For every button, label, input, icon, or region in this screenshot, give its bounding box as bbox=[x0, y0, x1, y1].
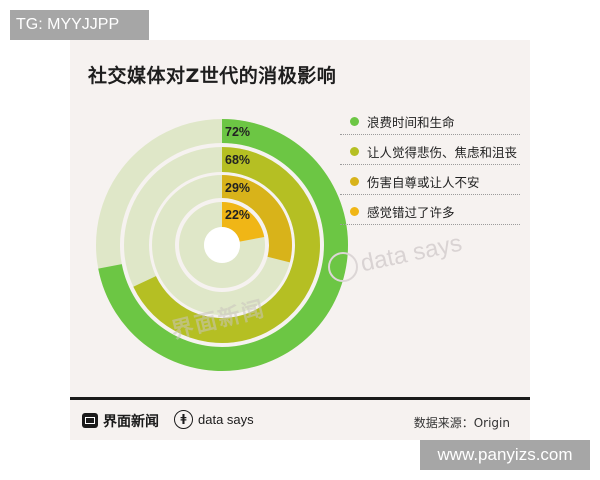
jiemian-logo-icon bbox=[82, 413, 98, 428]
legend-label: 让人觉得悲伤、焦虑和沮丧 bbox=[367, 144, 518, 160]
percent-label: 22% bbox=[225, 208, 250, 222]
footer-brand-en: data says bbox=[198, 412, 254, 427]
ring-bar bbox=[222, 202, 265, 242]
data-source: 数据来源：Origin bbox=[413, 416, 510, 430]
ring-bar bbox=[222, 175, 292, 263]
watermark-tag-bottom: www.panyizs.com bbox=[420, 440, 590, 470]
legend-dot-icon bbox=[350, 146, 359, 156]
legend: 浪费时间和生命 让人觉得悲伤、焦虑和沮丧 伤害自尊或让人不安 感觉错过了许多 bbox=[340, 108, 520, 228]
data-says-logo-icon: ǂ bbox=[174, 410, 193, 429]
legend-dot-icon bbox=[350, 116, 359, 126]
footer-brand-cn: 界面新闻 bbox=[103, 414, 159, 430]
legend-item: 感觉错过了许多 bbox=[340, 198, 520, 225]
legend-item: 浪费时间和生命 bbox=[340, 108, 520, 135]
legend-dot-icon bbox=[350, 206, 359, 216]
footer-divider bbox=[70, 397, 530, 400]
percent-label: 68% bbox=[225, 153, 250, 167]
radial-bar-chart: 72% 68% 29% 22% bbox=[95, 119, 348, 371]
data-says-watermark-icon bbox=[328, 252, 358, 282]
infographic-card: 社交媒体对Z世代的消极影响 72% 68% 29% 22% data says 界面新… bbox=[70, 40, 530, 440]
percent-label: 29% bbox=[225, 181, 250, 195]
watermark-tag-top: TG: MYYJJPP bbox=[10, 10, 149, 40]
percent-label: 72% bbox=[225, 125, 250, 139]
legend-item: 让人觉得悲伤、焦虑和沮丧 bbox=[340, 138, 520, 165]
legend-label: 浪费时间和生命 bbox=[367, 114, 455, 130]
legend-label: 感觉错过了许多 bbox=[367, 204, 455, 220]
footer: 界面新闻 ǂ data says 数据来源：Origin bbox=[70, 400, 530, 440]
legend-item: 伤害自尊或让人不安 bbox=[340, 168, 520, 195]
legend-dot-icon bbox=[350, 176, 359, 186]
chart-title: 社交媒体对Z世代的消极影响 bbox=[88, 65, 337, 87]
legend-label: 伤害自尊或让人不安 bbox=[367, 174, 480, 190]
